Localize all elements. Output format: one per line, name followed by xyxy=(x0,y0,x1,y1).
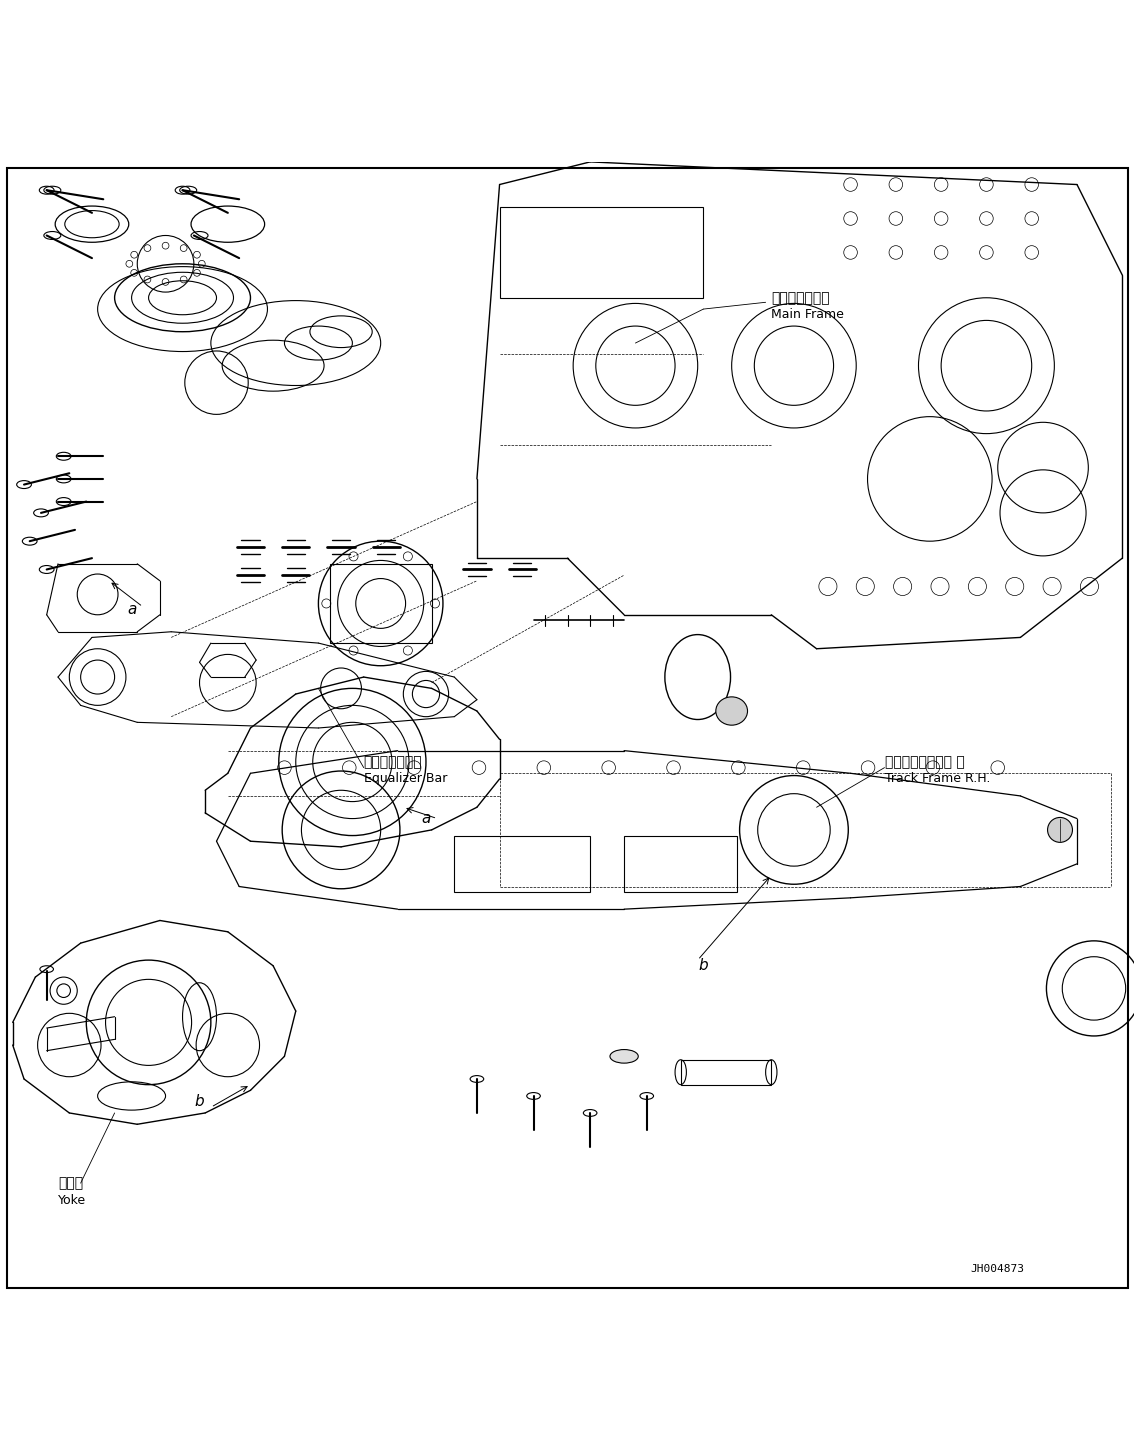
Text: メインフレーム: メインフレーム xyxy=(772,291,830,304)
Text: Yoke: Yoke xyxy=(58,1194,86,1207)
Bar xyxy=(330,563,431,644)
Bar xyxy=(499,207,704,298)
Bar xyxy=(624,836,738,893)
Text: イコライザバー: イコライザバー xyxy=(363,756,422,769)
Text: Equalizer Bar: Equalizer Bar xyxy=(363,773,447,785)
Text: Main Frame: Main Frame xyxy=(772,309,844,322)
Ellipse shape xyxy=(1048,817,1073,843)
Text: a: a xyxy=(127,601,136,617)
Text: Track Frame R.H.: Track Frame R.H. xyxy=(884,773,990,785)
Text: ヨーク: ヨーク xyxy=(58,1176,83,1190)
Ellipse shape xyxy=(609,1050,638,1063)
Text: b: b xyxy=(698,958,708,973)
Bar xyxy=(454,836,590,893)
Text: a: a xyxy=(421,811,430,826)
Text: JH004873: JH004873 xyxy=(970,1264,1025,1274)
Text: b: b xyxy=(195,1093,204,1109)
Text: トラックフレーム 右: トラックフレーム 右 xyxy=(884,756,965,769)
Ellipse shape xyxy=(716,697,748,725)
Bar xyxy=(681,1060,772,1085)
